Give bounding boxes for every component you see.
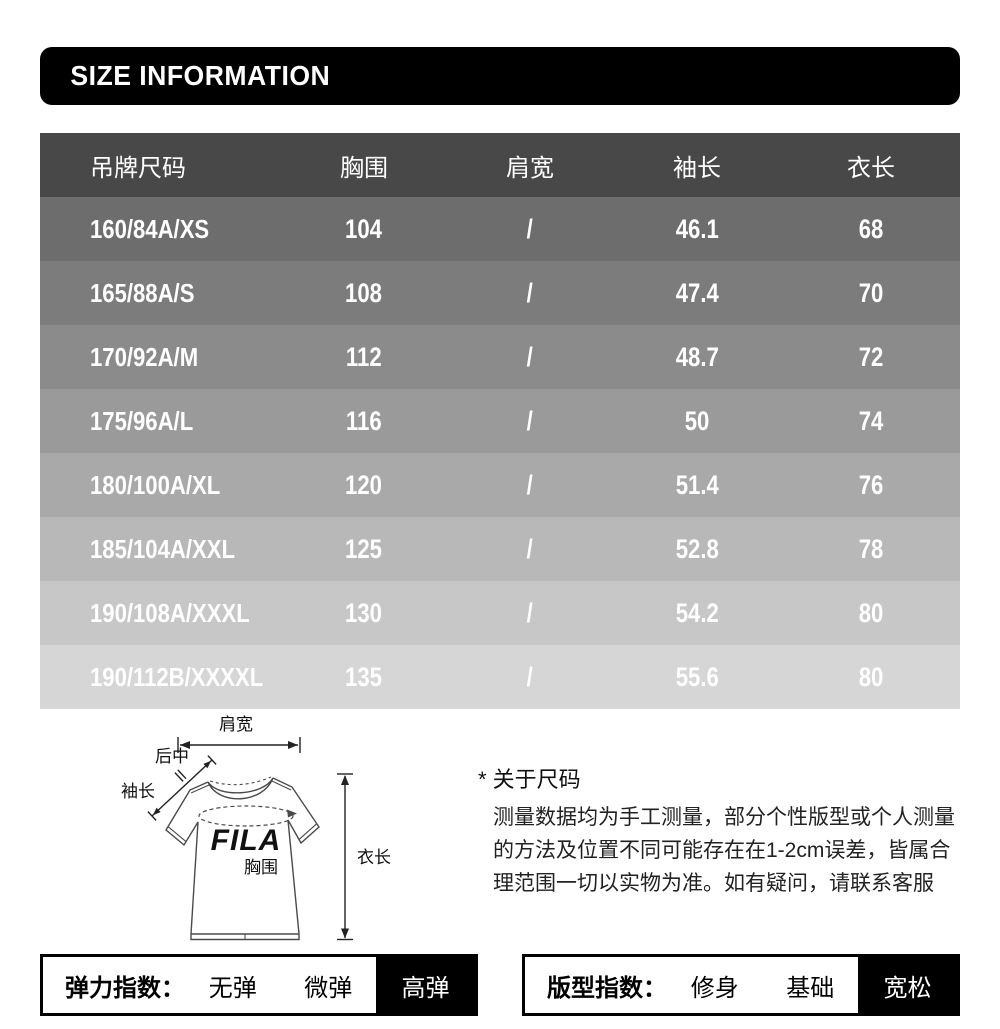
garment-length-measure xyxy=(337,773,353,941)
measurement-cell: 70 xyxy=(858,277,884,308)
size-table-row: 180/100A/XL 120 / 51.4 76 xyxy=(40,453,960,517)
measurement-cell: 135 xyxy=(345,661,383,692)
section-title-bar: SIZE INFORMATION xyxy=(40,47,960,105)
measurement-cell: 125 xyxy=(345,533,383,564)
size-code-cell: 180/100A/XL xyxy=(90,469,221,500)
measurement-cell: / xyxy=(526,469,534,500)
size-table-row: 160/84A/XS 104 / 46.1 68 xyxy=(40,197,960,261)
measurement-cell: 104 xyxy=(345,213,383,244)
notes-title: * 关于尺码 xyxy=(478,767,581,792)
measurement-cell: 47.4 xyxy=(675,277,719,308)
fit-index-box: 版型指数： 修身 基础 宽松 xyxy=(522,954,960,1016)
measurement-cell: / xyxy=(526,597,534,628)
size-table-row: 175/96A/L 116 / 50 74 xyxy=(40,389,960,453)
size-table-row: 190/108A/XXXL 130 / 54.2 80 xyxy=(40,581,960,645)
chest-line-arrow xyxy=(287,809,297,818)
column-header-0: 吊牌尺码 xyxy=(90,154,186,182)
measurement-cell: 48.7 xyxy=(675,341,719,372)
column-header-2: 肩宽 xyxy=(506,154,554,182)
size-table-header-row: 吊牌尺码 胸围 肩宽 袖长 衣长 xyxy=(40,133,960,197)
size-code-cell: 170/92A/M xyxy=(90,341,199,372)
measurement-cell: 116 xyxy=(346,405,382,436)
measurement-cell: 108 xyxy=(345,277,383,308)
measurement-cell: / xyxy=(526,341,534,372)
size-table-body: 160/84A/XS 104/46.1 68 165/88A/S 108/47.4 70 1… xyxy=(40,197,960,709)
garment-length-label: 衣长 xyxy=(357,848,391,867)
measurement-cell: 72 xyxy=(858,341,884,372)
elastic-option: 微弹 xyxy=(304,974,353,1002)
fit-index-label: 版型指数： xyxy=(547,974,667,1002)
back-center-label: 后中 xyxy=(155,747,189,766)
fit-option-selected: 宽松 xyxy=(858,957,957,1013)
sleeve-length-label: 袖长 xyxy=(121,782,155,801)
size-code-cell: 165/88A/S xyxy=(90,277,195,308)
tshirt-outline xyxy=(165,776,320,941)
measurement-cell: 52.8 xyxy=(675,533,719,564)
column-header-4: 衣长 xyxy=(847,154,895,182)
measurement-cell: / xyxy=(526,213,534,244)
measurement-cell: 76 xyxy=(858,469,884,500)
elasticity-index-box: 弹力指数： 无弹 微弹 高弹 xyxy=(40,954,478,1016)
measurement-cell: 80 xyxy=(858,661,884,692)
size-table-row: 185/104A/XXL 125 / 52.8 78 xyxy=(40,517,960,581)
size-code-cell: 190/112B/XXXXL xyxy=(90,661,264,692)
measurement-cell: / xyxy=(526,405,534,436)
shoulder-width-label: 肩宽 xyxy=(219,715,253,734)
size-code-cell: 160/84A/XS xyxy=(90,213,210,244)
size-code-cell: 175/96A/L xyxy=(90,405,194,436)
measurement-cell: 120 xyxy=(345,469,383,500)
chest-label: 胸围 xyxy=(244,858,278,877)
column-header-3: 袖长 xyxy=(673,154,721,182)
size-code-cell: 185/104A/XXL xyxy=(90,533,235,564)
size-table-head: 吊牌尺码 胸围 肩宽 袖长 衣长 xyxy=(40,133,960,197)
measurement-cell: 51.4 xyxy=(675,469,719,500)
measurement-cell: 78 xyxy=(858,533,884,564)
measurement-cell: / xyxy=(526,277,534,308)
fit-option: 修身 xyxy=(690,974,739,1002)
fit-option: 基础 xyxy=(786,974,835,1002)
size-code-cell: 190/108A/XXXL xyxy=(90,597,250,628)
measurement-cell: 50 xyxy=(684,405,710,436)
notes-body: 测量数据均为手工测量，部分个性版型或个人测量的方法及位置不同可能存在在1-2cm… xyxy=(493,806,955,895)
back-neck-dashed-line xyxy=(209,776,272,786)
measurement-cell: 55.6 xyxy=(675,661,719,692)
measurement-cell: 68 xyxy=(858,213,884,244)
measurement-cell: 112 xyxy=(346,341,382,372)
measurement-cell: / xyxy=(526,661,534,692)
elastic-index-label: 弹力指数： xyxy=(65,974,185,1002)
size-table-row: 165/88A/S 108 / 47.4 70 xyxy=(40,261,960,325)
measurement-cell: 54.2 xyxy=(675,597,719,628)
section-title: SIZE INFORMATION xyxy=(70,60,331,91)
size-table-row: 190/112B/XXXXL 135 / 55.6 80 xyxy=(40,645,960,709)
column-header-1: 胸围 xyxy=(340,154,388,182)
measurement-cell: 130 xyxy=(345,597,383,628)
size-table-row: 170/92A/M 112 / 48.7 72 xyxy=(40,325,960,389)
sleeve-back-center-measure xyxy=(147,755,217,821)
measurement-cell: 46.1 xyxy=(675,213,719,244)
shoulder-width-measure xyxy=(177,737,301,753)
elastic-option-selected: 高弹 xyxy=(376,957,475,1013)
fila-logo: FILA xyxy=(211,824,282,857)
measurement-cell: 80 xyxy=(858,597,884,628)
size-table: 吊牌尺码 胸围 肩宽 袖长 衣长 160/84A/XS 104 / 46.1 68 165/88A… xyxy=(40,133,960,709)
measurement-cell: 74 xyxy=(858,405,884,436)
elastic-option: 无弹 xyxy=(208,974,257,1002)
tshirt-measurement-diagram: 肩宽 后中 袖长 衣长 FILA 胸围 xyxy=(60,710,480,960)
tshirt-diagram-svg: 肩宽 后中 袖长 衣长 FILA 胸围 xyxy=(121,715,391,941)
chest-dashed-ellipse xyxy=(198,805,297,827)
measurement-cell: / xyxy=(526,533,534,564)
